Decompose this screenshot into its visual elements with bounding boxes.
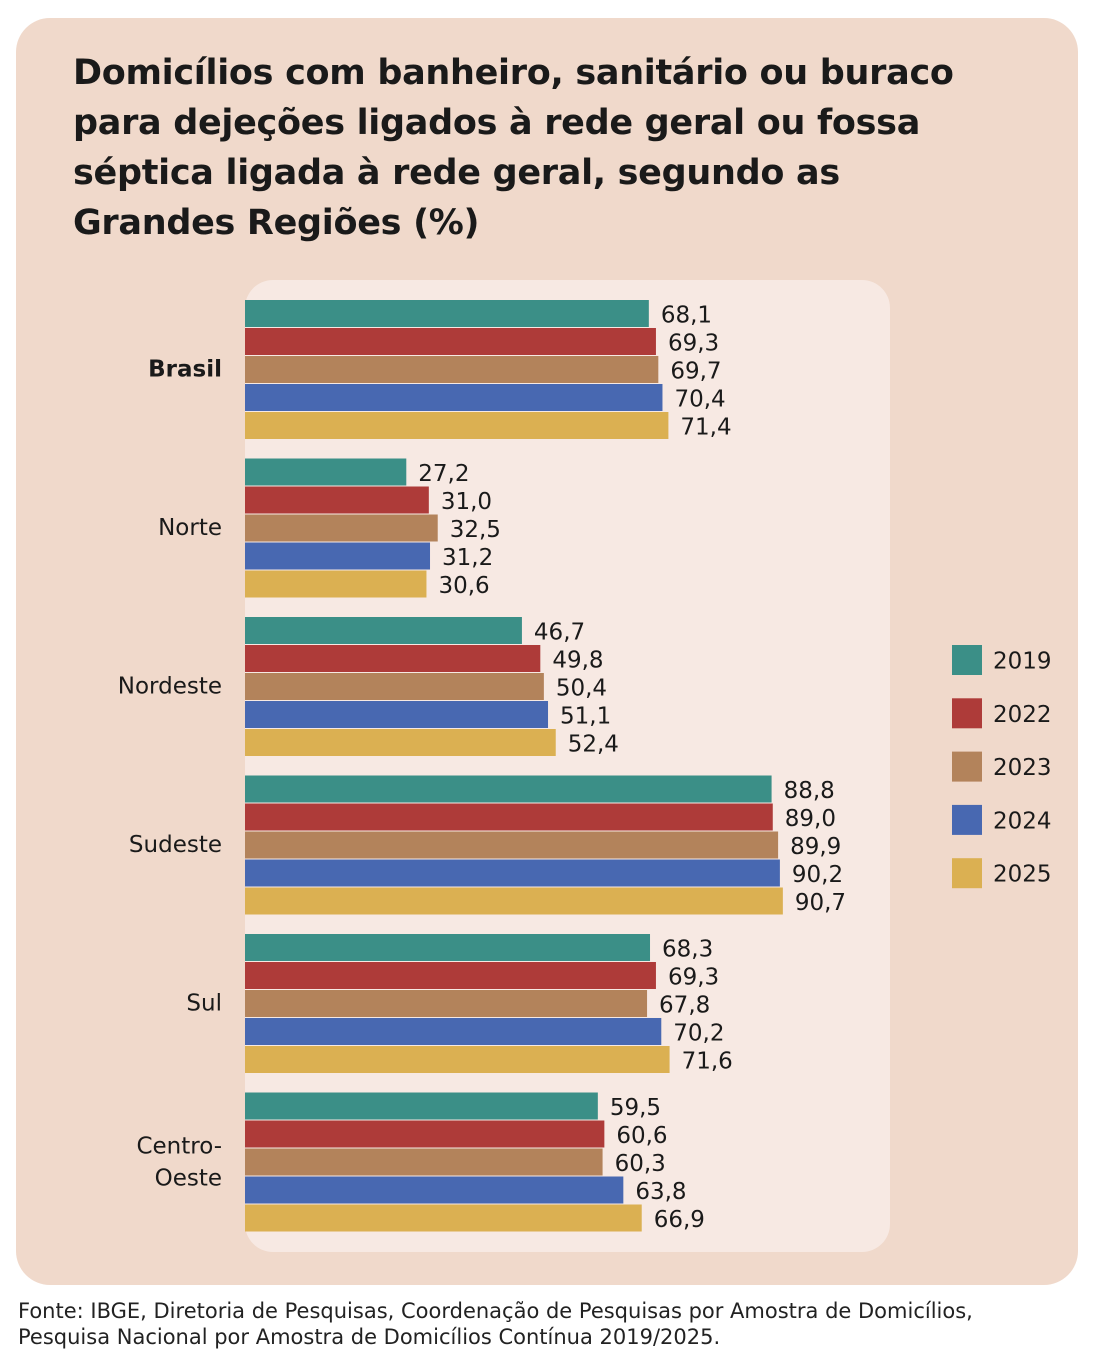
bar <box>245 729 556 756</box>
bar <box>245 962 656 989</box>
bar <box>245 831 779 859</box>
bar <box>245 1018 662 1045</box>
value-label: 69,3 <box>668 331 719 357</box>
bar <box>245 570 427 598</box>
bar <box>245 673 544 700</box>
bar <box>245 384 663 411</box>
value-label: 27,2 <box>418 461 469 487</box>
value-label: 30,6 <box>438 573 489 599</box>
bar <box>245 412 669 439</box>
legend-swatch <box>952 645 982 675</box>
bar <box>245 934 651 961</box>
bar <box>245 328 656 355</box>
value-label: 68,1 <box>661 303 712 329</box>
value-label: 49,8 <box>552 648 603 674</box>
bar <box>245 1046 670 1073</box>
value-label: 88,8 <box>784 778 835 804</box>
legend-swatch <box>952 858 982 889</box>
bar <box>245 542 431 570</box>
category-label: Nordeste <box>118 674 222 700</box>
category-label: Sudeste <box>129 832 222 858</box>
chart-title: Domicílios com banheiro, sanitário ou bu… <box>73 53 954 243</box>
value-label: 68,3 <box>662 937 713 963</box>
legend-label: 2023 <box>993 755 1052 781</box>
bar <box>245 356 659 383</box>
bar <box>245 775 772 803</box>
legend-label: 2019 <box>993 649 1052 675</box>
category-label-line: Centro- <box>136 1133 222 1159</box>
legend-label: 2024 <box>993 808 1052 834</box>
value-label: 90,7 <box>795 890 846 916</box>
legend-swatch <box>952 751 982 782</box>
value-label: 69,3 <box>668 965 719 991</box>
value-label: 46,7 <box>534 620 585 646</box>
bar <box>245 514 438 542</box>
value-label: 70,2 <box>673 1021 724 1047</box>
bar <box>245 701 549 728</box>
source-note: Fonte: IBGE, Diretoria de Pesquisas, Coo… <box>18 1299 973 1349</box>
bar <box>245 887 783 915</box>
category-label: Norte <box>158 515 222 541</box>
bar <box>245 617 522 644</box>
bar <box>245 1120 605 1148</box>
value-label: 60,3 <box>615 1151 666 1177</box>
value-label: 66,9 <box>654 1207 705 1233</box>
bar <box>245 300 649 327</box>
category-label: Brasil <box>148 357 222 383</box>
value-label: 60,6 <box>616 1123 667 1149</box>
value-label: 71,4 <box>680 415 731 441</box>
value-label: 32,5 <box>450 517 501 543</box>
legend-label: 2022 <box>993 702 1052 728</box>
value-label: 70,4 <box>674 387 725 413</box>
bar <box>245 645 541 672</box>
value-label: 67,8 <box>659 993 710 1019</box>
bar <box>245 803 773 831</box>
value-label: 63,8 <box>635 1179 686 1205</box>
category-label: Centro- Oeste <box>136 1133 222 1191</box>
value-label: 52,4 <box>568 732 619 758</box>
bar <box>245 1148 603 1176</box>
value-label: 50,4 <box>556 676 607 702</box>
value-label: 59,5 <box>610 1095 661 1121</box>
value-label: 89,0 <box>785 806 836 832</box>
value-label: 69,7 <box>670 359 721 385</box>
bar <box>245 1204 642 1232</box>
value-label: 89,9 <box>790 834 841 860</box>
value-label: 90,2 <box>792 862 843 888</box>
value-label: 51,1 <box>560 704 611 730</box>
bar <box>245 1176 624 1204</box>
legend-swatch <box>952 698 982 729</box>
legend-swatch <box>952 804 982 835</box>
bar <box>245 1092 598 1120</box>
legend-label: 2025 <box>993 862 1052 888</box>
bar <box>245 859 780 887</box>
category-label: Sul <box>186 991 222 1017</box>
value-label: 71,6 <box>682 1049 733 1075</box>
bar <box>245 486 429 514</box>
category-label-line: Oeste <box>155 1165 222 1191</box>
value-label: 31,2 <box>442 545 493 571</box>
bar <box>245 990 648 1017</box>
bar <box>245 458 407 486</box>
value-label: 31,0 <box>441 489 492 515</box>
